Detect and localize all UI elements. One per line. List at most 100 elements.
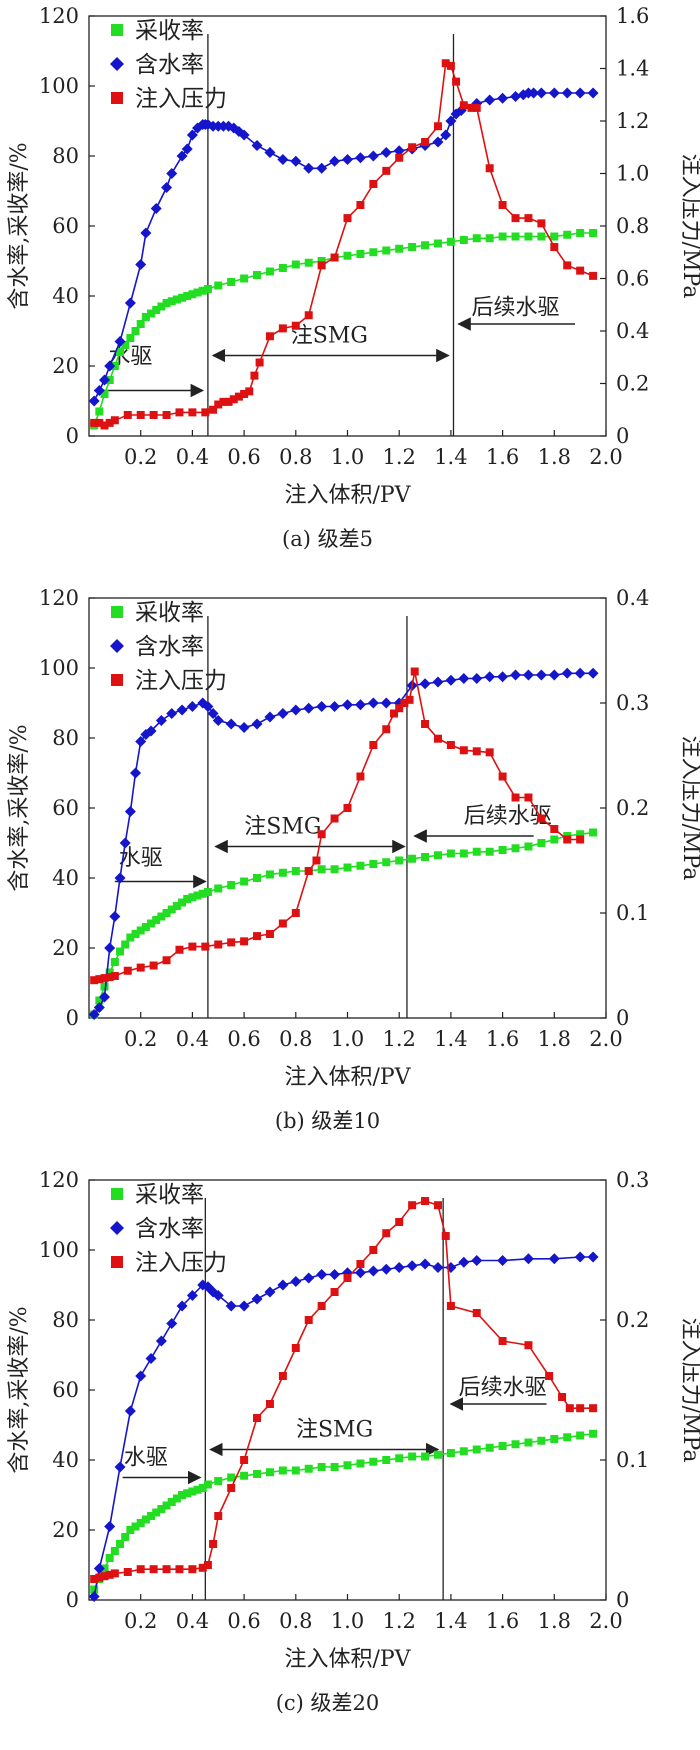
data-point: [408, 143, 417, 152]
legend-marker: [110, 57, 124, 71]
data-point: [354, 152, 366, 164]
data-point: [545, 1372, 554, 1380]
data-point: [367, 697, 379, 709]
data-point: [126, 1526, 135, 1534]
data-point: [343, 863, 352, 872]
y-left-tick-label: 0: [66, 424, 79, 448]
data-point: [203, 1480, 212, 1489]
data-point: [114, 872, 126, 884]
data-point: [405, 695, 414, 704]
data-point: [172, 902, 181, 910]
data-point: [214, 1512, 223, 1520]
data-point: [131, 930, 140, 938]
data-point: [406, 1260, 418, 1272]
legend-marker: [110, 1221, 124, 1235]
data-point: [278, 324, 287, 333]
data-point: [446, 61, 455, 70]
legend-label: 注入压力: [135, 86, 227, 112]
data-point: [485, 1443, 494, 1452]
data-point: [459, 101, 468, 110]
data-point: [433, 239, 442, 248]
data-point: [88, 1009, 100, 1020]
y-left-tick-label: 120: [39, 1168, 79, 1192]
data-point: [140, 227, 152, 239]
data-point: [114, 1461, 126, 1473]
data-point: [312, 856, 321, 865]
data-point: [369, 1457, 378, 1466]
data-point: [432, 136, 444, 148]
data-point: [100, 390, 109, 398]
data-point: [497, 1255, 509, 1266]
data-point: [90, 1575, 99, 1583]
data-point: [136, 1519, 145, 1527]
data-point: [589, 1404, 598, 1413]
data-point: [240, 1456, 249, 1464]
data-point: [152, 1508, 161, 1517]
data-point: [576, 1404, 585, 1413]
y-left-axis-title: 含水率,采收率/%: [7, 724, 32, 891]
data-point: [303, 1272, 315, 1284]
data-point: [342, 154, 353, 165]
y-right-tick-label: 0.4: [616, 319, 649, 343]
data-point: [88, 395, 100, 407]
data-point: [550, 232, 559, 241]
data-point: [317, 1463, 326, 1471]
data-point: [342, 699, 353, 711]
data-point: [227, 278, 236, 286]
data-point: [278, 264, 287, 272]
x-tick-label: 1.2: [382, 445, 415, 469]
data-point: [558, 1393, 567, 1401]
data-point: [116, 1540, 125, 1548]
data-point: [136, 411, 145, 419]
data-point: [369, 180, 378, 188]
data-point: [550, 835, 559, 844]
y-right-tick-label: 0: [616, 1006, 629, 1030]
data-point: [395, 856, 404, 865]
data-point: [95, 1573, 104, 1582]
y-left-tick-label: 100: [39, 74, 79, 98]
data-point: [212, 1290, 224, 1301]
y-left-tick-label: 60: [52, 1378, 79, 1402]
data-point: [175, 1565, 184, 1574]
data-point: [343, 1274, 352, 1282]
data-point: [188, 290, 197, 299]
data-point: [251, 1293, 263, 1305]
data-point: [110, 958, 119, 966]
data-point: [498, 1442, 507, 1450]
data-point: [188, 408, 197, 417]
data-point: [433, 734, 442, 743]
data-point: [467, 103, 476, 112]
legend-marker: [111, 606, 123, 618]
data-point: [198, 286, 207, 295]
data-point: [441, 1232, 450, 1240]
data-point: [369, 1246, 378, 1254]
data-point: [317, 830, 326, 839]
data-point: [550, 243, 559, 251]
data-point: [136, 320, 145, 328]
data-point: [498, 1337, 507, 1345]
x-tick-label: 0.6: [227, 1027, 260, 1051]
data-point: [253, 1414, 262, 1422]
data-point: [162, 956, 171, 965]
y-right-tick-label: 0.2: [616, 1308, 649, 1332]
x-tick-label: 2.0: [589, 1027, 622, 1051]
data-point: [330, 253, 339, 262]
data-point: [441, 59, 450, 68]
data-point: [155, 1335, 167, 1347]
data-point: [188, 1487, 197, 1496]
data-point: [178, 293, 187, 302]
data-point: [167, 297, 176, 306]
data-point: [240, 877, 249, 886]
x-tick-label: 1.8: [538, 1609, 571, 1633]
data-point: [354, 699, 366, 711]
y-left-axis-title: 含水率,采收率/%: [7, 142, 32, 309]
data-point: [105, 1570, 114, 1579]
data-point: [99, 991, 111, 1003]
data-point: [459, 1447, 468, 1456]
data-point: [380, 697, 392, 709]
data-point: [330, 814, 339, 823]
data-point: [150, 203, 162, 214]
data-point: [524, 842, 533, 851]
data-point: [316, 701, 328, 712]
